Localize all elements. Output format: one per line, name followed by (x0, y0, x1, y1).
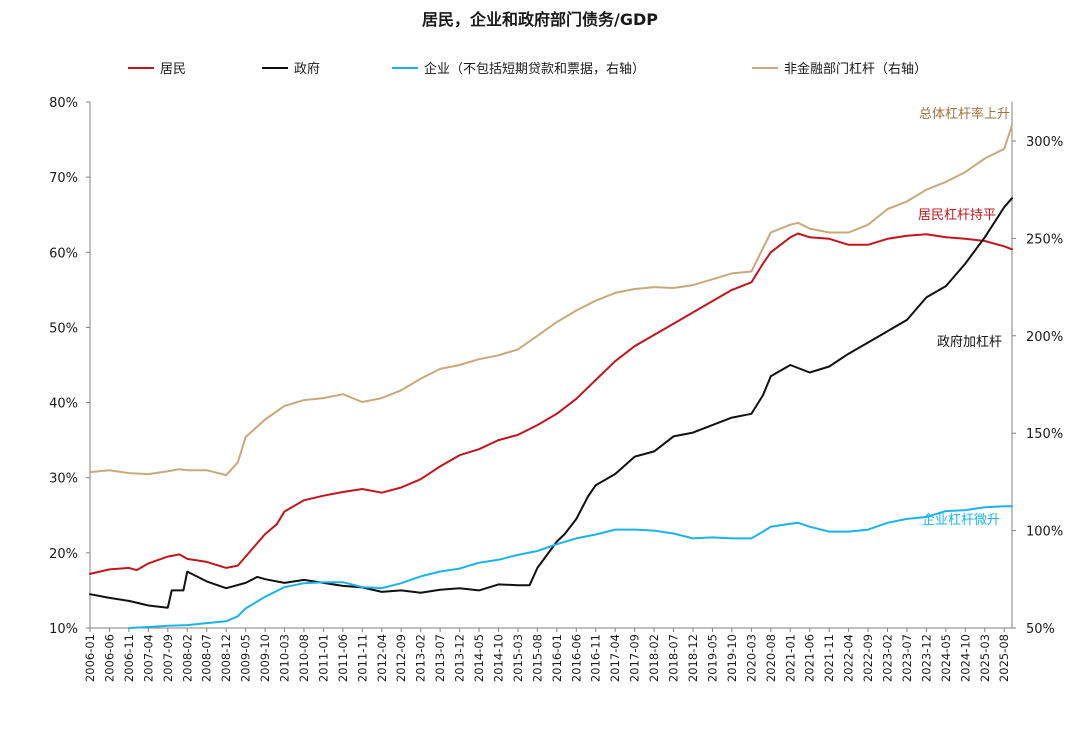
y-right-tick-label: 250% (1026, 232, 1063, 247)
line-corporate (127, 505, 1013, 629)
x-tick-label: 2024-05 (939, 634, 953, 682)
x-tick-label: 2006-01 (83, 634, 97, 682)
x-tick-label: 2014-10 (491, 634, 505, 682)
x-tick-label: 2017-04 (608, 634, 622, 682)
y-right-tick-label: 300% (1026, 135, 1063, 150)
x-tick-label: 2012-09 (394, 634, 408, 682)
y-left-tick-label: 40% (49, 397, 78, 412)
y-left-tick-label: 20% (49, 547, 78, 562)
y-right-tick-label: 100% (1026, 525, 1063, 540)
x-tick-label: 2023-07 (900, 634, 914, 682)
x-tick-label: 2006-11 (122, 634, 136, 682)
line-government (89, 197, 1013, 609)
x-tick-label: 2015-08 (530, 634, 544, 682)
x-tick-label: 2010-03 (278, 634, 292, 682)
x-tick-label: 2010-08 (297, 634, 311, 682)
y-left-tick-label: 10% (49, 622, 78, 637)
legend-swatch-corporate (392, 66, 418, 69)
y-left-tick-label: 70% (49, 171, 78, 186)
x-tick-label: 2021-01 (783, 634, 797, 682)
x-tick-label: 2009-05 (239, 634, 253, 682)
line-household (89, 232, 1013, 575)
x-tick-label: 2007-09 (161, 634, 175, 682)
x-tick-label: 2017-09 (628, 634, 642, 682)
x-tick-label: 2019-10 (725, 634, 739, 682)
x-tick-label: 2015-03 (511, 634, 525, 682)
legend-swatch-nonfinancial (752, 66, 778, 69)
x-tick-label: 2007-04 (141, 634, 155, 682)
x-tick-label: 2020-03 (744, 634, 758, 682)
x-tick-label: 2013-07 (433, 634, 447, 682)
legend-label-government: 政府 (294, 62, 321, 77)
x-tick-label: 2018-12 (686, 634, 700, 682)
line-nonfinancial (89, 124, 1013, 477)
x-tick-label: 2016-01 (550, 634, 564, 682)
x-tick-label: 2008-12 (219, 634, 233, 682)
annotation-household: 居民杠杆持平 (918, 207, 996, 223)
x-tick-label: 2023-12 (919, 634, 933, 682)
y-right-tick-label: 50% (1026, 622, 1055, 637)
legend-item-household: 居民 (128, 58, 186, 77)
x-tick-label: 2012-04 (375, 634, 389, 682)
series-lines (89, 124, 1013, 629)
legend-item-corporate: 企业（不包括短期贷款和票据，右轴） (392, 58, 645, 77)
x-tick-label: 2025-03 (978, 634, 992, 682)
x-tick-label: 2013-02 (414, 634, 428, 682)
x-tick-label: 2016-11 (589, 634, 603, 682)
legend-label-corporate: 企业（不包括短期贷款和票据，右轴） (424, 62, 646, 77)
annotation-corporate: 企业杠杆微升 (922, 512, 1000, 528)
x-tick-label: 2018-02 (647, 634, 661, 682)
x-tick-label: 2020-08 (764, 634, 778, 682)
x-tick-label: 2008-02 (180, 634, 194, 682)
x-tick-label: 2025-08 (997, 634, 1011, 682)
x-tick-label: 2013-12 (453, 634, 467, 682)
x-tick-label: 2019-05 (705, 634, 719, 682)
x-tick-label: 2022-04 (842, 634, 856, 682)
annotation-total-leverage: 总体杠杆率上升 (919, 106, 1010, 122)
legend-label-household: 居民 (160, 62, 187, 77)
x-tick-label: 2016-06 (569, 634, 583, 682)
annotation-government: 政府加杠杆 (937, 334, 1002, 350)
axes: 10% 20% 30% 40% 50% 60% 70% 80% 50% 100% 150% 200% 2… (49, 96, 1063, 682)
y-right-tick-label: 150% (1026, 427, 1063, 442)
y-left-tick-label: 60% (49, 246, 78, 261)
x-tick-label: 2024-10 (958, 634, 972, 682)
legend-item-government: 政府 (262, 58, 320, 77)
x-tick-label: 2018-07 (667, 634, 681, 682)
x-tick-label: 2006-06 (102, 634, 116, 682)
x-tick-label: 2022-09 (861, 634, 875, 682)
x-tick-label: 2009-10 (258, 634, 272, 682)
legend-label-nonfinancial: 非金融部门杠杆（右轴） (784, 62, 928, 77)
legend-item-nonfinancial: 非金融部门杠杆（右轴） (752, 58, 927, 77)
legend-swatch-government (262, 66, 288, 69)
legend: 居民 政府 企业（不包括短期贷款和票据，右轴） 非金融部门杠杆（右轴） (0, 58, 1080, 78)
x-tick-label: 2023-02 (881, 634, 895, 682)
x-tick-label: 2021-11 (822, 634, 836, 682)
x-tick-label: 2011-11 (355, 634, 369, 682)
y-right-tick-label: 200% (1026, 330, 1063, 345)
x-tick-label: 2014-05 (472, 634, 486, 682)
y-left-tick-label: 50% (49, 321, 78, 336)
x-tick-label: 2008-07 (200, 634, 214, 682)
legend-swatch-household (128, 66, 154, 69)
x-tick-label: 2011-06 (336, 634, 350, 682)
x-tick-label: 2021-06 (803, 634, 817, 682)
y-left-tick-label: 80% (49, 96, 78, 111)
x-tick-label: 2011-01 (316, 634, 330, 682)
y-left-tick-label: 30% (49, 472, 78, 487)
chart-title: 居民，企业和政府部门债务/GDP (422, 10, 658, 29)
